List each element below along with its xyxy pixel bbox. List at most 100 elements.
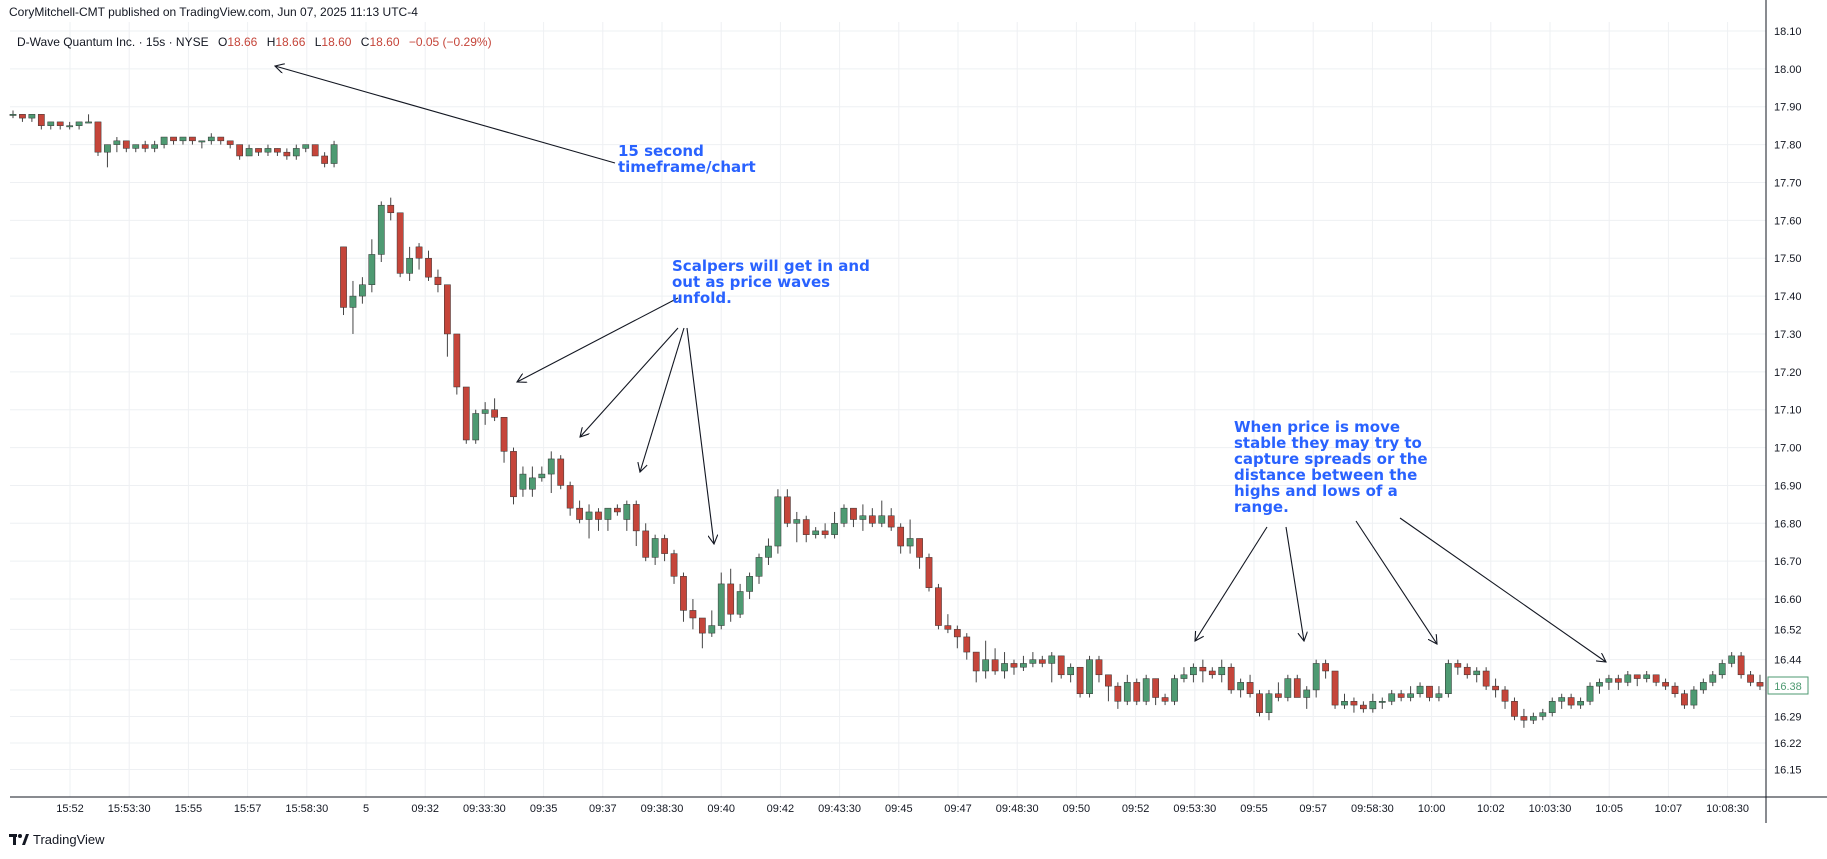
- candle: [963, 633, 971, 660]
- candle: [481, 402, 489, 425]
- candle-body: [1709, 674, 1717, 683]
- candle: [1076, 666, 1084, 698]
- legend-high-value: 18.66: [275, 35, 305, 49]
- candle-body: [283, 151, 291, 157]
- x-tick-label: 10:08:30: [1706, 803, 1749, 815]
- x-tick-label: 09:45: [885, 803, 913, 815]
- candle-body: [311, 144, 319, 157]
- candle-body: [274, 148, 281, 153]
- candle: [717, 572, 725, 630]
- candle: [878, 500, 886, 528]
- candle: [1624, 671, 1632, 687]
- candle: [236, 144, 244, 160]
- candle: [887, 508, 895, 531]
- candle-body: [1577, 701, 1584, 706]
- candle: [1152, 678, 1159, 706]
- candle-body: [963, 636, 971, 653]
- candle: [56, 121, 64, 130]
- y-tick-label: 18.10: [1774, 26, 1802, 38]
- x-tick-label: 10:07: [1655, 803, 1683, 815]
- candle-body: [850, 507, 857, 520]
- candle: [132, 144, 140, 153]
- candle: [1331, 670, 1339, 709]
- candle: [1454, 659, 1462, 675]
- time-axis[interactable]: 15:52 15:53:30 15:55 15:57 15:58:30 5 09:32 09:…: [56, 803, 1749, 815]
- candle: [1596, 678, 1603, 694]
- candle-body: [1586, 685, 1594, 702]
- x-tick-label: 09:35: [530, 803, 558, 815]
- candle: [368, 239, 376, 293]
- candle-body: [141, 144, 149, 149]
- candle: [1699, 678, 1707, 694]
- annotation-timeframe: 15 second timeframe/chart: [618, 142, 756, 176]
- candle-body: [1237, 682, 1244, 691]
- candle-body: [1246, 682, 1254, 694]
- x-tick-label: 10:03:30: [1529, 803, 1572, 815]
- candle-body: [264, 148, 272, 153]
- candle: [1681, 689, 1688, 709]
- candle-body: [1076, 666, 1084, 694]
- candle: [75, 121, 83, 130]
- candle: [1010, 659, 1018, 675]
- candle: [727, 568, 735, 622]
- candle-body: [972, 651, 980, 672]
- candle-body: [1208, 670, 1216, 676]
- candle: [1397, 689, 1405, 702]
- candle: [708, 610, 716, 637]
- candle-body: [1218, 666, 1226, 676]
- candle-body: [113, 140, 121, 145]
- candle-body: [510, 451, 517, 498]
- last-price-label: 16.38: [1774, 681, 1802, 693]
- candle-body: [1275, 693, 1282, 698]
- candle: [1388, 689, 1396, 706]
- candle: [1237, 678, 1244, 698]
- candle-body: [802, 519, 810, 535]
- y-tick-label: 17.80: [1774, 140, 1802, 152]
- candle: [935, 583, 942, 630]
- candle: [491, 398, 498, 422]
- candle: [434, 269, 442, 293]
- x-tick-label: 09:40: [707, 803, 735, 815]
- candle-body: [529, 477, 536, 490]
- candle: [1709, 671, 1717, 687]
- y-tick-label: 16.22: [1774, 738, 1802, 750]
- candle-body: [500, 417, 508, 452]
- y-tick-label: 17.00: [1774, 443, 1802, 455]
- y-tick-label: 17.60: [1774, 215, 1802, 227]
- candle: [991, 648, 999, 675]
- candle-body: [717, 583, 725, 626]
- price-axis[interactable]: 18.10 18.00 17.90 17.80 17.70 17.60 17.50 17.40…: [1774, 26, 1802, 776]
- candle: [1473, 667, 1481, 683]
- annotation-arrow: [1195, 526, 1268, 641]
- x-tick-label: 09:48:30: [996, 803, 1039, 815]
- candle: [1539, 708, 1547, 721]
- candle-body: [632, 504, 640, 532]
- candle: [1558, 693, 1566, 709]
- tradingview-logo[interactable]: TradingView: [9, 832, 105, 847]
- candle: [255, 148, 262, 156]
- candle-body: [935, 587, 942, 626]
- candle: [359, 277, 366, 304]
- candle-body: [859, 515, 867, 520]
- candle-body: [1520, 716, 1528, 721]
- candle-body: [472, 413, 480, 441]
- candle-body: [1199, 666, 1207, 672]
- candle: [349, 280, 357, 334]
- candle-body: [1747, 674, 1754, 683]
- candle-body: [1435, 693, 1443, 698]
- y-tick-label: 17.30: [1774, 329, 1802, 341]
- candle-body: [151, 144, 159, 149]
- candle-body: [1227, 666, 1235, 691]
- candle: [1605, 674, 1613, 690]
- candle-body: [1699, 682, 1707, 691]
- y-tick-label: 16.15: [1774, 764, 1802, 776]
- candle: [47, 121, 55, 130]
- candle-body: [1133, 682, 1141, 702]
- candle: [547, 451, 555, 494]
- candle: [1360, 701, 1367, 713]
- candle-body: [160, 136, 168, 145]
- candle-body: [1180, 674, 1188, 679]
- candle-body: [944, 625, 952, 630]
- candle-body: [94, 121, 102, 153]
